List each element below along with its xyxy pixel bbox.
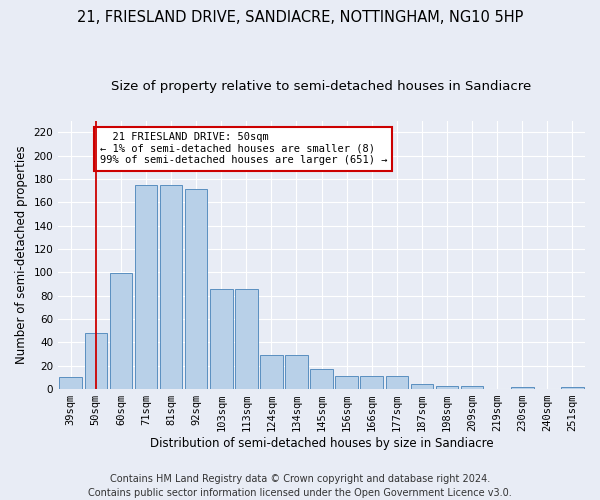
Bar	[361, 376, 383, 389]
Bar	[461, 386, 484, 389]
Y-axis label: Number of semi-detached properties: Number of semi-detached properties	[15, 146, 28, 364]
Bar	[235, 288, 257, 389]
Bar	[335, 376, 358, 389]
Bar	[210, 288, 233, 389]
Bar	[85, 333, 107, 389]
Text: 21 FRIESLAND DRIVE: 50sqm
← 1% of semi-detached houses are smaller (8)
99% of se: 21 FRIESLAND DRIVE: 50sqm ← 1% of semi-d…	[100, 132, 387, 166]
Bar	[410, 384, 433, 389]
Bar	[110, 274, 132, 389]
Text: 21, FRIESLAND DRIVE, SANDIACRE, NOTTINGHAM, NG10 5HP: 21, FRIESLAND DRIVE, SANDIACRE, NOTTINGH…	[77, 10, 523, 25]
Title: Size of property relative to semi-detached houses in Sandiacre: Size of property relative to semi-detach…	[112, 80, 532, 93]
Bar	[260, 355, 283, 389]
Bar	[386, 376, 408, 389]
Bar	[160, 185, 182, 389]
Bar	[185, 190, 208, 389]
Bar	[134, 185, 157, 389]
Bar	[436, 386, 458, 389]
Bar	[561, 386, 584, 389]
Bar	[511, 386, 533, 389]
Bar	[285, 355, 308, 389]
Text: Contains HM Land Registry data © Crown copyright and database right 2024.
Contai: Contains HM Land Registry data © Crown c…	[88, 474, 512, 498]
X-axis label: Distribution of semi-detached houses by size in Sandiacre: Distribution of semi-detached houses by …	[150, 437, 493, 450]
Bar	[59, 378, 82, 389]
Bar	[310, 369, 333, 389]
